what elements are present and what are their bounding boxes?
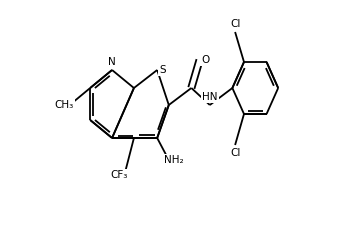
Text: NH₂: NH₂ [165, 155, 184, 165]
Text: CH₃: CH₃ [55, 100, 74, 110]
Text: CF₃: CF₃ [110, 170, 127, 180]
Text: HN: HN [202, 92, 218, 102]
Text: Cl: Cl [230, 19, 240, 29]
Text: N: N [108, 57, 116, 67]
Text: S: S [159, 65, 166, 75]
Text: Cl: Cl [230, 148, 240, 158]
Text: O: O [201, 55, 209, 65]
